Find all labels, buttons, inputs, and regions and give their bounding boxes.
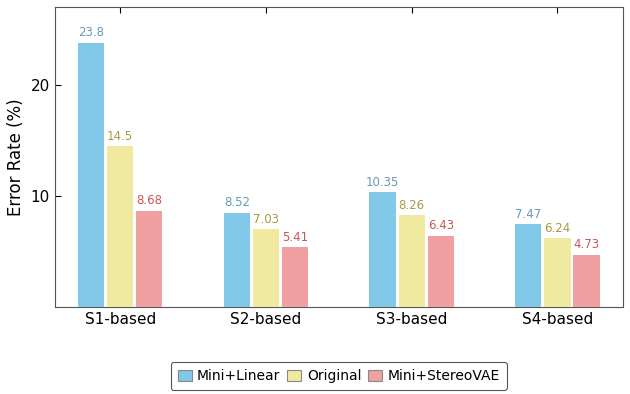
- Bar: [136, 211, 163, 307]
- Text: 14.5: 14.5: [107, 130, 134, 143]
- Bar: [369, 192, 396, 307]
- Text: 6.43: 6.43: [428, 219, 454, 232]
- Text: 10.35: 10.35: [366, 176, 399, 189]
- Text: 5.41: 5.41: [282, 231, 308, 244]
- Bar: [253, 229, 279, 307]
- Bar: [282, 247, 308, 307]
- Text: 8.26: 8.26: [399, 199, 425, 212]
- Bar: [399, 216, 425, 307]
- Y-axis label: Error Rate (%): Error Rate (%): [7, 98, 25, 216]
- Bar: [544, 238, 571, 307]
- Bar: [224, 212, 250, 307]
- Legend: Mini+Linear, Original, Mini+StereoVAE: Mini+Linear, Original, Mini+StereoVAE: [171, 362, 507, 390]
- Text: 6.24: 6.24: [544, 221, 571, 234]
- Bar: [515, 224, 541, 307]
- Bar: [107, 146, 134, 307]
- Bar: [573, 255, 600, 307]
- Text: 7.47: 7.47: [515, 208, 541, 221]
- Text: 7.03: 7.03: [253, 213, 279, 226]
- Text: 4.73: 4.73: [573, 238, 600, 251]
- Bar: [78, 43, 104, 307]
- Bar: [428, 236, 454, 307]
- Text: 8.68: 8.68: [136, 194, 163, 207]
- Text: 8.52: 8.52: [224, 196, 250, 209]
- Text: 23.8: 23.8: [78, 26, 104, 39]
